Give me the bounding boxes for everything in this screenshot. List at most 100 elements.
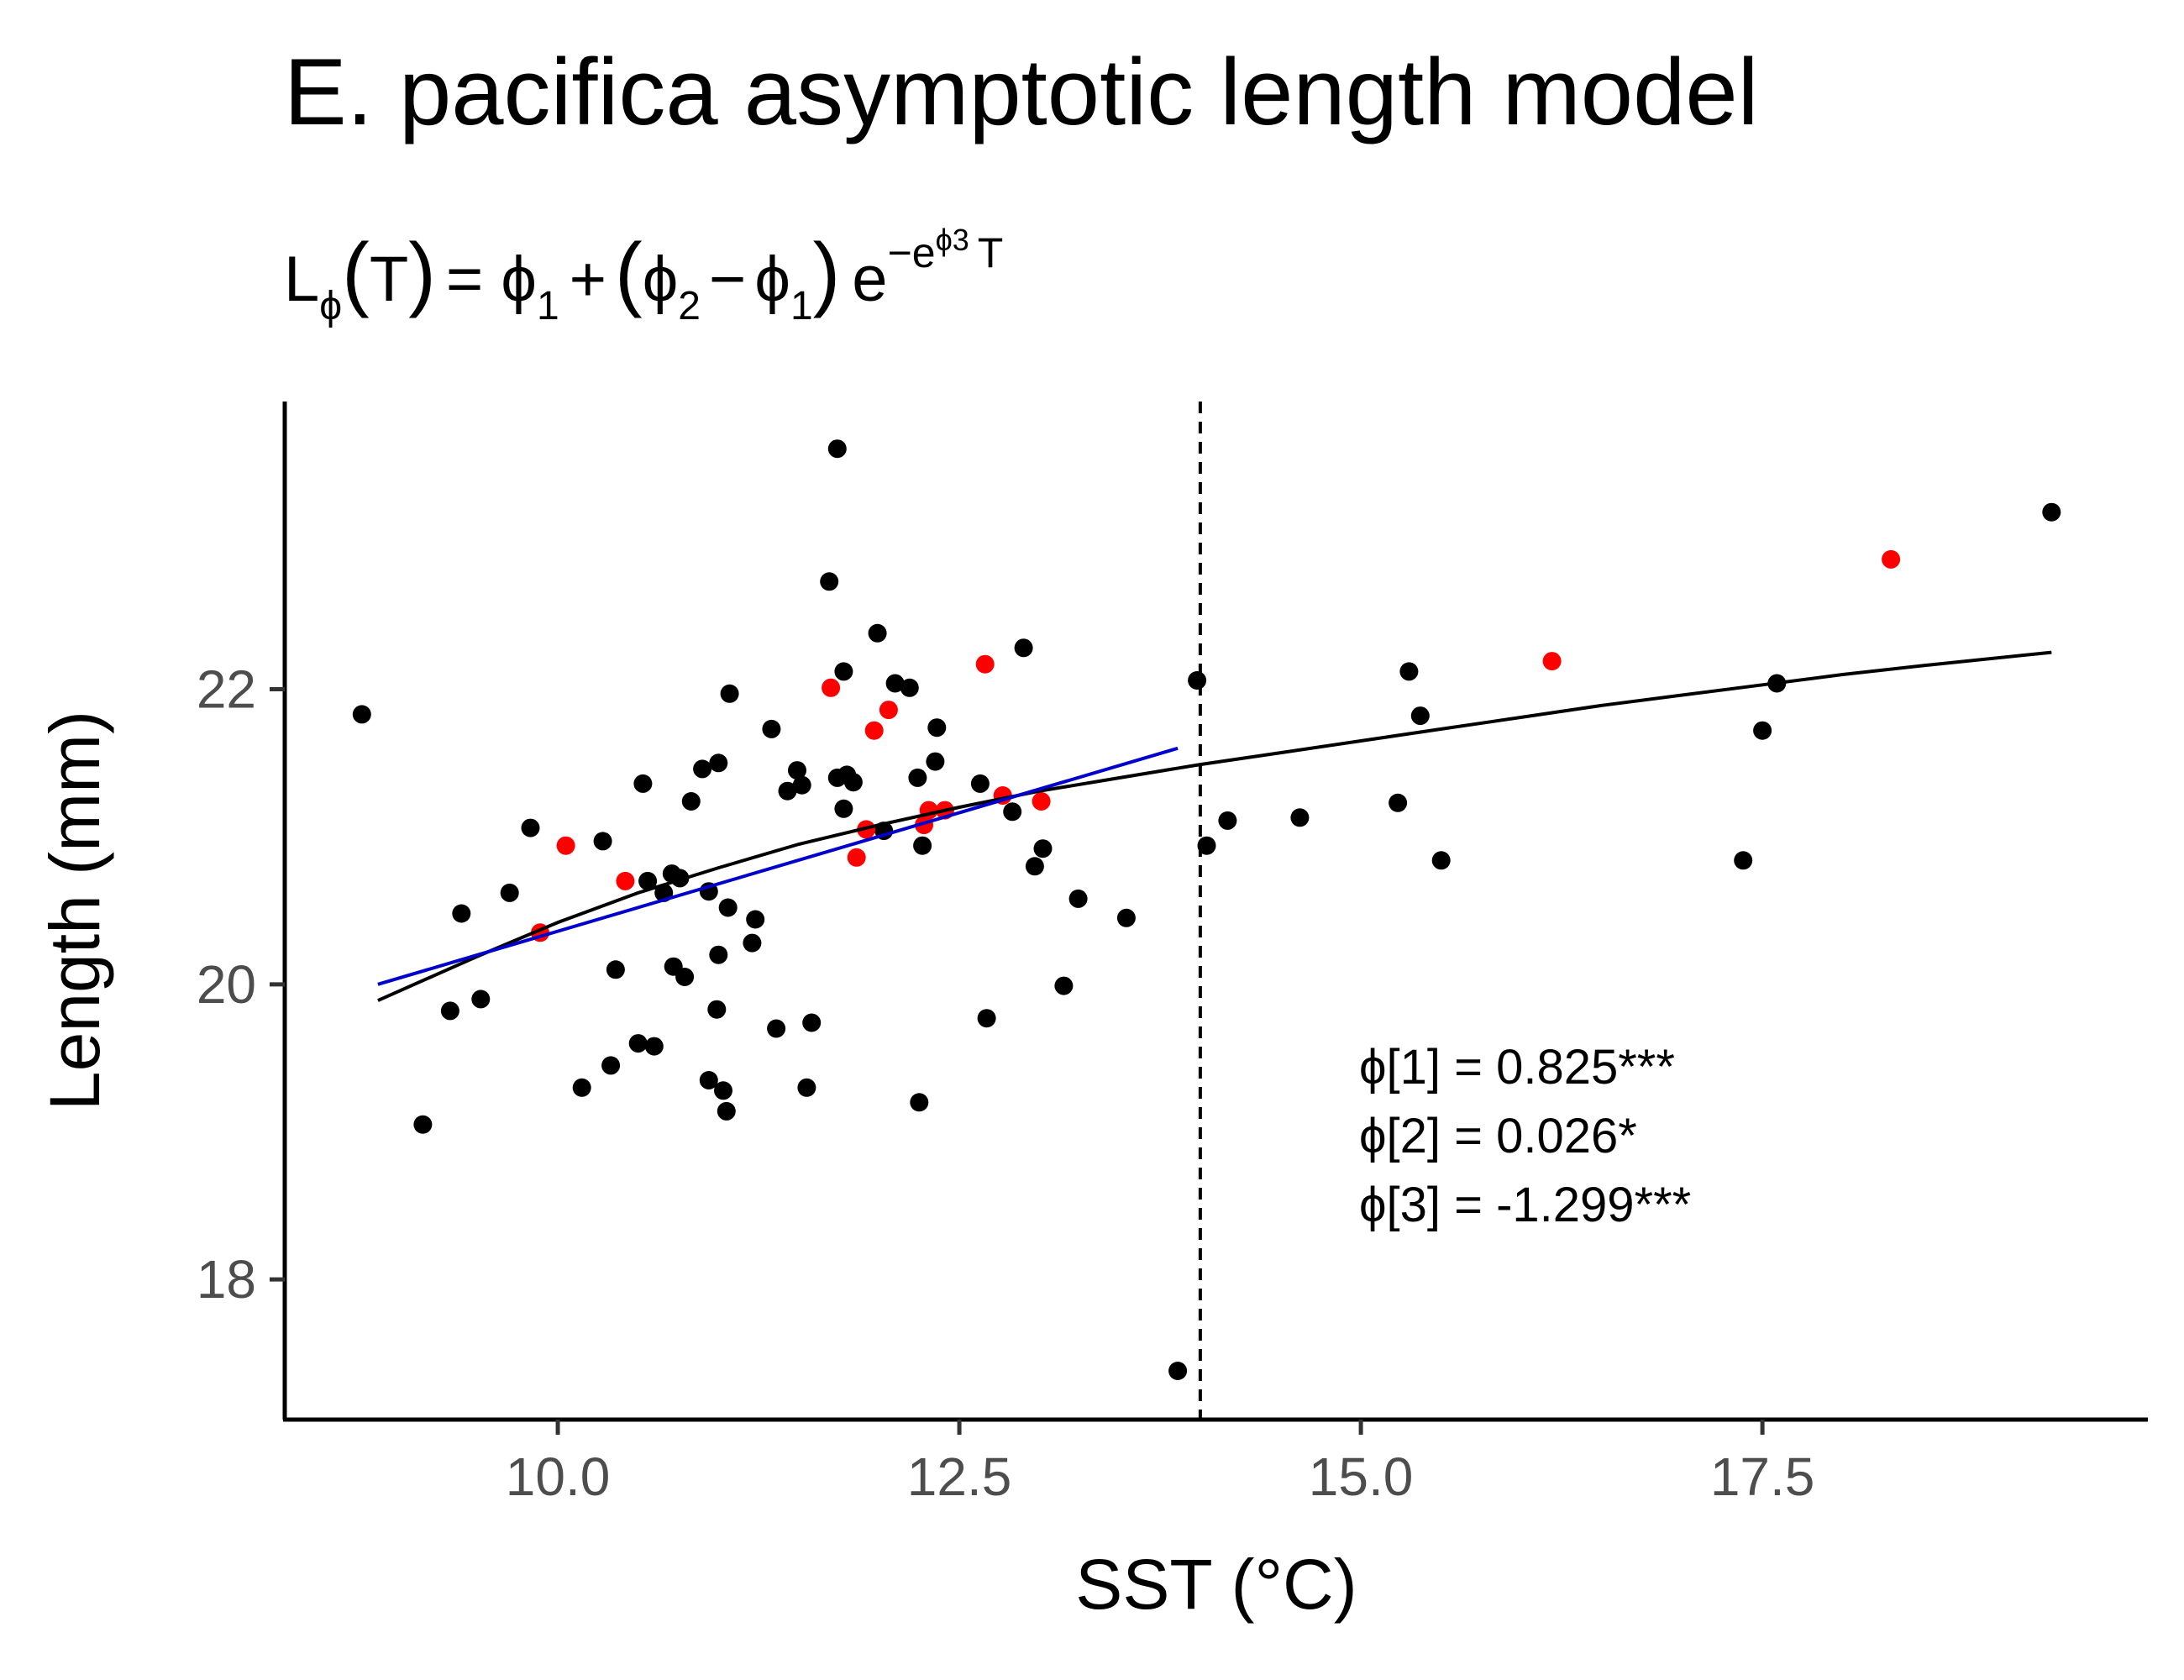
data-point-s0-61	[1033, 839, 1053, 858]
parameter-annotations: ϕ[1] = 0.825*** ϕ[2] = 0.026* ϕ[3] = -1.…	[1359, 1040, 1691, 1232]
annotation-phi1: ϕ[1] = 0.825***	[1359, 1040, 1675, 1095]
data-point-s0-39	[802, 1013, 822, 1032]
data-point-s0-38	[797, 1078, 816, 1097]
data-point-s0-68	[1218, 811, 1237, 830]
data-point-s0-49	[885, 674, 905, 693]
data-point-s1-2	[616, 871, 635, 890]
data-point-s0-53	[913, 836, 932, 855]
data-point-s0-19	[675, 968, 695, 986]
data-point-s0-28	[717, 1101, 736, 1121]
data-point-s0-32	[746, 910, 765, 929]
data-point-s0-2	[440, 1001, 459, 1021]
chart-title: E. pacifica asymptotic length model	[284, 39, 1759, 144]
data-point-s0-26	[709, 945, 728, 964]
formula-e: e	[852, 244, 887, 315]
data-point-s0-51	[908, 768, 927, 787]
data-point-s1-7	[879, 701, 898, 720]
fit-line-1	[377, 746, 1179, 986]
data-point-s0-37	[792, 775, 811, 795]
data-point-s0-34	[767, 1019, 786, 1038]
data-point-s0-67	[1197, 836, 1216, 855]
y-axis-title: Length (mm)	[35, 711, 114, 1110]
x-tick-label-0: 10.0	[506, 1446, 611, 1507]
data-point-s0-62	[1054, 976, 1074, 995]
data-point-s0-36	[788, 761, 806, 780]
data-point-s0-44	[834, 799, 853, 818]
data-point-s0-64	[1116, 908, 1136, 927]
data-point-s1-13	[1032, 792, 1051, 811]
formula-paren2-close: )	[813, 226, 841, 318]
formula-rhs-a-sub: 1	[537, 284, 559, 328]
x-tick-label-3: 17.5	[1710, 1446, 1815, 1507]
data-point-s1-11	[975, 654, 995, 674]
data-point-s0-12	[633, 774, 653, 793]
data-point-s0-6	[521, 818, 540, 837]
data-point-s1-1	[556, 836, 575, 855]
annotation-phi3: ϕ[3] = -1.299***	[1359, 1178, 1691, 1232]
x-tick-label-1: 12.5	[907, 1446, 1012, 1507]
data-point-s0-27	[714, 1081, 732, 1100]
data-point-s0-35	[778, 781, 797, 801]
data-point-s0-25	[709, 753, 728, 773]
data-point-s0-40	[820, 572, 839, 591]
data-point-s0-9	[601, 1056, 621, 1075]
data-point-s0-56	[970, 774, 990, 793]
y-tick-label-0: 18	[197, 1249, 256, 1310]
formula-phi2: ϕ	[643, 244, 679, 315]
data-point-s0-70	[1389, 793, 1408, 812]
data-point-s0-54	[926, 752, 945, 771]
y-tick-label-1: 20	[197, 954, 256, 1015]
data-point-s0-5	[500, 883, 519, 902]
data-point-s1-14	[1542, 652, 1562, 671]
data-point-s0-57	[977, 1009, 996, 1028]
x-axis-ticks: 10.0 12.5 15.0 17.5	[506, 1420, 1815, 1507]
fit-line-0	[377, 650, 2052, 1002]
data-point-s0-63	[1068, 889, 1088, 908]
data-point-s0-29	[718, 898, 738, 917]
data-point-s0-73	[1431, 851, 1451, 870]
data-point-s0-71	[1399, 662, 1419, 681]
y-axis-ticks: 18 20 22	[197, 659, 285, 1310]
data-point-s1-6	[864, 721, 884, 740]
data-point-s0-1	[413, 1115, 433, 1134]
data-point-s1-15	[1882, 549, 1901, 569]
formula-rhs-a: = ϕ	[446, 244, 537, 315]
x-tick-label-2: 15.0	[1309, 1446, 1414, 1507]
formula-paren2-open: (	[615, 226, 643, 318]
data-point-s0-77	[2042, 502, 2061, 522]
data-point-s0-0	[352, 705, 371, 724]
data-point-s0-11	[628, 1034, 648, 1053]
formula-lhs-sub: ϕ	[319, 284, 342, 328]
data-point-s0-69	[1290, 808, 1310, 827]
data-point-s0-7	[572, 1078, 591, 1097]
data-point-s0-22	[699, 1071, 718, 1089]
annotation-phi2: ϕ[2] = 0.026*	[1359, 1109, 1637, 1163]
data-point-s0-13	[638, 871, 658, 890]
data-point-s0-24	[707, 1000, 727, 1019]
formula-exp-tail: T	[978, 229, 1004, 276]
formula-paren-open: (	[342, 226, 370, 318]
data-point-s0-74	[1734, 851, 1753, 870]
formula-plus: +	[570, 244, 606, 315]
data-point-s0-4	[471, 990, 491, 1009]
data-point-s0-52	[910, 1093, 929, 1112]
data-point-s0-58	[1003, 802, 1022, 822]
data-point-s0-50	[900, 678, 919, 697]
data-point-s0-66	[1188, 671, 1207, 690]
formula-phi2-sub: 2	[678, 284, 701, 328]
formula-lhs: L	[284, 244, 319, 315]
y-tick-label-2: 22	[197, 659, 256, 720]
formula-exp-sup: ϕ3	[936, 223, 969, 257]
data-point-s0-14	[644, 1037, 664, 1056]
data-point-s1-4	[847, 848, 866, 867]
data-point-s0-75	[1753, 721, 1772, 740]
formula-minus: −	[709, 244, 746, 315]
data-point-s0-55	[927, 718, 947, 738]
formula-exp-lead: −e	[888, 229, 936, 276]
data-point-s1-3	[822, 678, 841, 697]
data-point-s0-65	[1168, 1362, 1188, 1380]
data-point-s0-43	[834, 662, 853, 681]
data-point-s0-30	[720, 684, 739, 703]
chart-subtitle-formula: Lϕ(T) = ϕ1 + (ϕ2− ϕ1) e−eϕ3 T	[284, 223, 1003, 328]
